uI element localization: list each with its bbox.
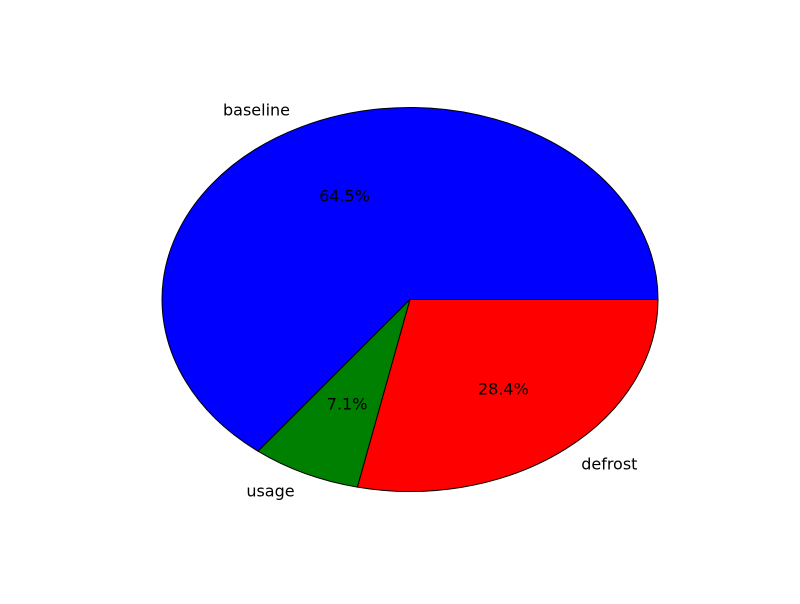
pie-pct-label-baseline: 64.5% <box>319 187 370 206</box>
pie-slice-defrost <box>356 299 659 493</box>
pie-slice-baseline <box>161 107 659 452</box>
pie-pct-label-defrost: 28.4% <box>478 380 529 399</box>
pie-category-label-usage: usage <box>246 481 294 500</box>
pie-slices <box>161 107 659 493</box>
pie-category-label-defrost: defrost <box>581 454 637 473</box>
pie-category-label-baseline: baseline <box>223 100 290 119</box>
pie-pct-label-usage: 7.1% <box>327 394 368 413</box>
pie-slice-usage <box>257 299 411 488</box>
pie-labels: 64.5% baseline 7.1% usage 28.4% defrost <box>223 100 637 500</box>
